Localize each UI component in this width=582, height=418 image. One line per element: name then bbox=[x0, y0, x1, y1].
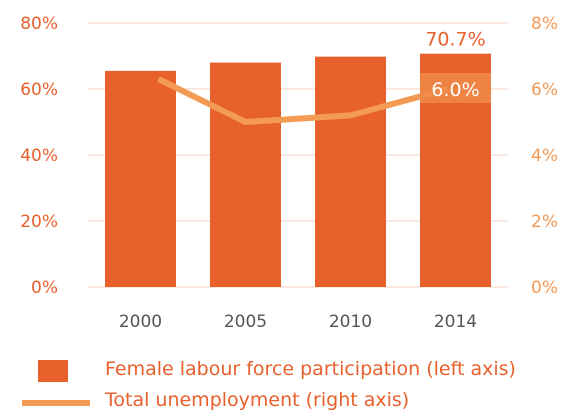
right-tick-label: 8% bbox=[531, 14, 558, 34]
legend-bar-swatch bbox=[38, 360, 68, 382]
bar-2005 bbox=[210, 62, 281, 287]
x-tick-label: 2014 bbox=[434, 312, 477, 332]
legend-item-line: Total unemployment (right axis) bbox=[0, 388, 582, 418]
x-axis-ticks: 2000 2005 2010 2014 bbox=[119, 312, 477, 332]
bar-data-label: 70.7% bbox=[425, 29, 485, 51]
left-tick-label: 80% bbox=[20, 14, 58, 34]
x-tick-label: 2005 bbox=[224, 312, 267, 332]
left-tick-label: 20% bbox=[20, 212, 58, 232]
bar-2000 bbox=[105, 70, 176, 287]
legend-item-bar: Female labour force participation (left … bbox=[0, 357, 582, 387]
bar-2010 bbox=[315, 56, 386, 287]
bars bbox=[105, 53, 491, 287]
right-tick-label: 4% bbox=[531, 146, 558, 166]
right-axis-ticks: 0% 2% 4% 6% 8% bbox=[531, 14, 558, 298]
left-tick-label: 40% bbox=[20, 146, 58, 166]
right-tick-label: 2% bbox=[531, 212, 558, 232]
right-tick-label: 6% bbox=[531, 80, 558, 100]
line-label-background bbox=[420, 73, 491, 103]
unemployment-line bbox=[157, 76, 449, 125]
left-tick-label: 60% bbox=[20, 80, 58, 100]
right-tick-label: 0% bbox=[531, 278, 558, 298]
x-tick-label: 2000 bbox=[119, 312, 162, 332]
line-data-label: 6.0% bbox=[431, 79, 479, 101]
unemployment-line-series bbox=[157, 76, 449, 125]
left-tick-label: 0% bbox=[31, 278, 58, 298]
data-labels: 70.7% 6.0% bbox=[420, 29, 491, 103]
legend-line-label: Total unemployment (right axis) bbox=[105, 389, 410, 411]
legend-bar-label: Female labour force participation (left … bbox=[105, 358, 516, 380]
x-tick-label: 2010 bbox=[329, 312, 372, 332]
left-axis-ticks: 0% 20% 40% 60% 80% bbox=[20, 14, 58, 298]
legend-line-swatch bbox=[22, 400, 90, 406]
